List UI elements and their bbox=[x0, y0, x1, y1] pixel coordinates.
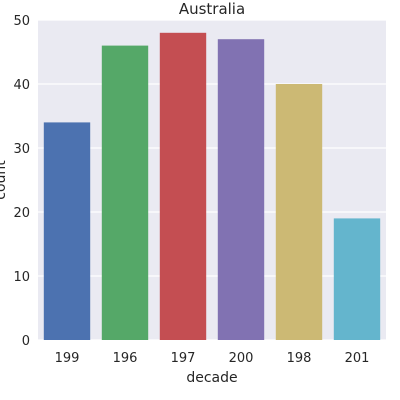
x-tick-label: 199 bbox=[55, 351, 80, 366]
bar-198 bbox=[275, 84, 323, 340]
bar-196 bbox=[101, 45, 149, 340]
y-tick-label: 10 bbox=[13, 270, 30, 285]
y-tick-label: 20 bbox=[13, 206, 30, 221]
y-axis-title: count bbox=[0, 160, 9, 200]
y-tick-label: 0 bbox=[22, 334, 30, 349]
gridlines bbox=[38, 19, 386, 341]
x-axis-title: decade bbox=[186, 370, 237, 386]
x-tick-label: 200 bbox=[229, 351, 254, 366]
y-tick-label: 30 bbox=[13, 142, 30, 157]
x-tick-labels: 199 196 197 200 198 201 bbox=[55, 351, 370, 366]
y-tick-labels: 0 10 20 30 40 50 bbox=[13, 14, 30, 349]
x-tick-label: 197 bbox=[171, 351, 196, 366]
y-tick-label: 50 bbox=[13, 14, 30, 29]
y-tick-label: 40 bbox=[13, 78, 30, 93]
chart-title: Australia bbox=[179, 0, 245, 18]
x-tick-label: 196 bbox=[113, 351, 138, 366]
bars bbox=[43, 32, 381, 341]
bar-199 bbox=[43, 122, 91, 341]
plot-area bbox=[38, 20, 386, 340]
bar-200 bbox=[217, 39, 265, 340]
x-tick-label: 201 bbox=[345, 351, 370, 366]
bar-197 bbox=[159, 32, 207, 341]
bar-201 bbox=[333, 218, 381, 340]
x-tick-label: 198 bbox=[287, 351, 312, 366]
